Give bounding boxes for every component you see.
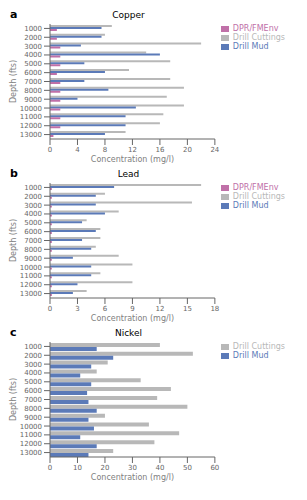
svg-text:0: 0	[48, 305, 52, 313]
svg-text:6000: 6000	[24, 228, 42, 236]
svg-text:Depth (fts): Depth (fts)	[9, 219, 18, 262]
svg-text:Concentration (mg/l): Concentration (mg/l)	[91, 155, 174, 164]
html-text:c: c	[10, 326, 17, 339]
svg-text:1000: 1000	[24, 343, 42, 351]
svg-text:Depth (fts): Depth (fts)	[9, 378, 18, 421]
html-text:Drill Cuttings: Drill Cuttings	[232, 342, 285, 351]
svg-text:20: 20	[100, 464, 109, 472]
svg-text:2000: 2000	[24, 34, 42, 42]
svg-text:20: 20	[183, 146, 192, 154]
html-text:DPR/FMEnv: DPR/FMEnv	[232, 183, 279, 192]
svg-text:24: 24	[210, 146, 219, 154]
svg-text:16: 16	[155, 146, 164, 154]
svg-text:4000: 4000	[24, 369, 42, 377]
svg-text:9: 9	[130, 305, 134, 313]
svg-text:3: 3	[75, 305, 79, 313]
svg-text:15: 15	[183, 305, 192, 313]
html-text:Copper: Copper	[112, 10, 145, 20]
svg-text:12000: 12000	[20, 122, 42, 130]
svg-text:5000: 5000	[24, 378, 42, 386]
html-text:DPR/FMEnv: DPR/FMEnv	[232, 24, 279, 33]
svg-text:7000: 7000	[24, 78, 42, 86]
svg-text:3000: 3000	[24, 43, 42, 51]
html-text:Drill Mud: Drill Mud	[232, 201, 269, 210]
html-text:Drill Mud: Drill Mud	[232, 42, 269, 51]
svg-text:0: 0	[48, 146, 52, 154]
svg-text:12: 12	[155, 305, 164, 313]
svg-text:6000: 6000	[24, 387, 42, 395]
svg-text:30: 30	[128, 464, 137, 472]
svg-text:12000: 12000	[20, 440, 42, 448]
svg-text:3000: 3000	[24, 361, 42, 369]
html-text:a: a	[10, 8, 18, 21]
html-text:b: b	[10, 167, 18, 180]
svg-text:8000: 8000	[24, 246, 42, 254]
svg-text:8: 8	[103, 146, 107, 154]
html-text:Lead: Lead	[117, 169, 140, 179]
svg-text:10000: 10000	[20, 264, 42, 272]
svg-text:9000: 9000	[24, 255, 42, 263]
svg-text:11000: 11000	[20, 431, 42, 439]
svg-text:2000: 2000	[24, 193, 42, 201]
svg-text:13000: 13000	[20, 290, 42, 298]
svg-text:11000: 11000	[20, 272, 42, 280]
svg-text:12000: 12000	[20, 281, 42, 289]
svg-text:9000: 9000	[24, 414, 42, 422]
svg-text:10000: 10000	[20, 105, 42, 113]
html-text:Drill Cuttings: Drill Cuttings	[232, 192, 285, 201]
svg-text:0: 0	[48, 464, 52, 472]
svg-text:5000: 5000	[24, 60, 42, 68]
svg-text:Depth (fts): Depth (fts)	[9, 60, 18, 103]
svg-text:3000: 3000	[24, 202, 42, 210]
svg-text:5000: 5000	[24, 219, 42, 227]
svg-text:13000: 13000	[20, 131, 42, 139]
svg-text:9000: 9000	[24, 96, 42, 104]
html-text:Drill Mud: Drill Mud	[232, 351, 269, 360]
svg-text:10: 10	[73, 464, 82, 472]
svg-text:8000: 8000	[24, 87, 42, 95]
svg-text:11000: 11000	[20, 113, 42, 121]
svg-text:4: 4	[75, 146, 80, 154]
svg-text:10000: 10000	[20, 423, 42, 431]
svg-text:7000: 7000	[24, 237, 42, 245]
svg-text:2000: 2000	[24, 352, 42, 360]
svg-text:Concentration (mg/l): Concentration (mg/l)	[91, 473, 174, 482]
svg-text:4000: 4000	[24, 51, 42, 59]
svg-text:12: 12	[128, 146, 137, 154]
svg-text:40: 40	[155, 464, 164, 472]
svg-text:60: 60	[210, 464, 219, 472]
svg-text:1000: 1000	[24, 184, 42, 192]
svg-text:7000: 7000	[24, 396, 42, 404]
svg-text:6: 6	[103, 305, 108, 313]
svg-text:4000: 4000	[24, 210, 42, 218]
svg-text:6000: 6000	[24, 69, 42, 77]
html-text:Nickel: Nickel	[114, 328, 143, 338]
svg-text:Concentration (mg/l): Concentration (mg/l)	[91, 314, 174, 323]
svg-text:1000: 1000	[24, 25, 42, 33]
html-text:Drill Cuttings: Drill Cuttings	[232, 33, 285, 42]
svg-text:50: 50	[183, 464, 192, 472]
svg-text:13000: 13000	[20, 449, 42, 457]
svg-text:18: 18	[210, 305, 219, 313]
svg-text:8000: 8000	[24, 405, 42, 413]
